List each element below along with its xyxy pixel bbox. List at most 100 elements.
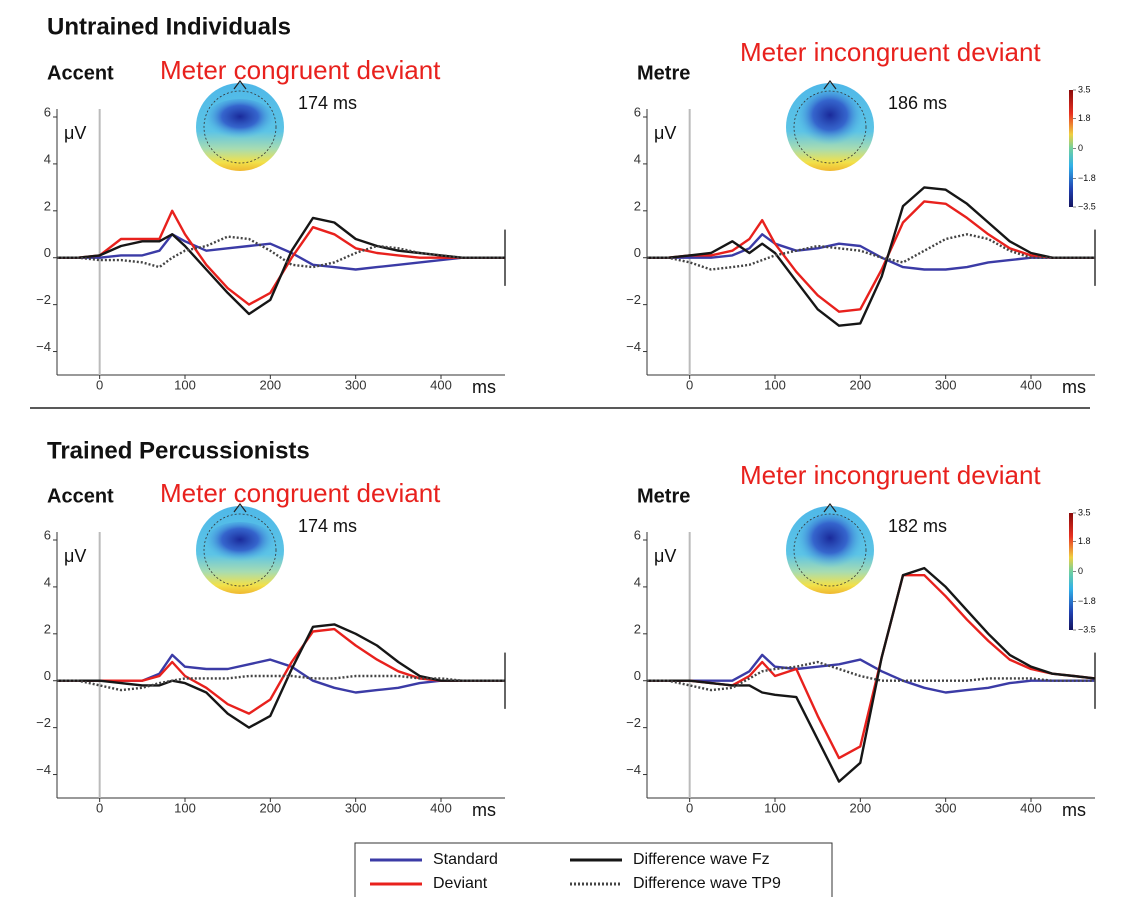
colorbar-tick-label: 0 — [1078, 566, 1083, 576]
series-line — [647, 186, 1095, 327]
y-tick-label: 0 — [634, 245, 641, 260]
colorbar-tick-label: −3.5 — [1078, 201, 1096, 211]
series-line — [647, 653, 1095, 694]
chart-title: Meter congruent deviant — [160, 55, 441, 85]
series-line — [57, 209, 505, 306]
x-tick-label: 200 — [849, 800, 871, 815]
legend-label: Difference wave TP9 — [633, 875, 781, 892]
latency-label: 174 ms — [298, 516, 357, 536]
panel-label: Metre — [637, 485, 690, 507]
section-title: Trained Percussionists — [47, 437, 310, 464]
topomap-core — [204, 99, 276, 143]
panel-label: Accent — [47, 485, 114, 507]
series-line — [647, 566, 1096, 783]
series-line — [647, 660, 1095, 692]
x-tick-label: 0 — [686, 800, 693, 815]
x-tick-label: 200 — [849, 377, 871, 392]
x-axis-label: ms — [472, 800, 496, 820]
y-tick-label: 0 — [634, 668, 641, 683]
series-line — [647, 233, 1095, 271]
topomap-outline — [793, 513, 867, 587]
y-tick-label: −4 — [36, 762, 51, 777]
series-line — [57, 233, 505, 271]
x-tick-label: 300 — [345, 800, 367, 815]
colorbar-tick-label: 1.8 — [1078, 113, 1091, 123]
x-axis-label: ms — [1062, 377, 1086, 397]
series-line — [57, 674, 505, 692]
colorbar-tick-label: −3.5 — [1078, 624, 1096, 634]
series-line — [57, 653, 505, 694]
colorbar — [1069, 90, 1073, 207]
x-tick-label: 0 — [686, 377, 693, 392]
y-tick-label: 6 — [44, 527, 51, 542]
y-tick-label: 0 — [44, 668, 51, 683]
topomap-core — [796, 514, 864, 574]
colorbar — [1069, 513, 1073, 630]
latency-label: 174 ms — [298, 93, 357, 113]
panel-label: Accent — [47, 62, 114, 84]
y-axis-label: μV — [654, 546, 676, 566]
x-tick-label: 400 — [430, 377, 452, 392]
y-axis-label: μV — [654, 123, 676, 143]
x-tick-label: 100 — [764, 377, 786, 392]
colorbar-tick-label: 1.8 — [1078, 536, 1091, 546]
chart-title: Meter incongruent deviant — [740, 37, 1041, 67]
topomap-core — [204, 522, 276, 566]
x-tick-label: 400 — [1020, 800, 1042, 815]
x-tick-label: 0 — [96, 800, 103, 815]
legend-label: Difference wave Fz — [633, 851, 770, 868]
x-tick-label: 400 — [1020, 377, 1042, 392]
topomap-core — [796, 91, 864, 151]
y-tick-label: 4 — [634, 151, 641, 166]
x-tick-label: 100 — [174, 800, 196, 815]
x-tick-label: 100 — [174, 377, 196, 392]
y-tick-label: 4 — [44, 574, 51, 589]
topomap-nose — [823, 503, 837, 513]
y-tick-label: −4 — [36, 339, 51, 354]
series-line — [57, 235, 505, 269]
y-tick-label: 2 — [634, 198, 641, 213]
y-tick-label: 2 — [634, 621, 641, 636]
x-tick-label: 200 — [259, 800, 281, 815]
colorbar-tick-label: 3.5 — [1078, 507, 1091, 517]
topomap-nose — [233, 80, 247, 90]
y-tick-label: −2 — [36, 292, 51, 307]
legend: Standard Deviant Difference wave Fz Differe… — [354, 842, 833, 897]
series-line — [57, 623, 505, 729]
colorbar-tick-label: −1.8 — [1078, 596, 1096, 606]
x-tick-label: 100 — [764, 800, 786, 815]
y-tick-label: −4 — [626, 762, 641, 777]
y-tick-label: 6 — [634, 527, 641, 542]
y-tick-label: −2 — [626, 715, 641, 730]
y-axis-label: μV — [64, 123, 86, 143]
x-tick-label: 300 — [345, 377, 367, 392]
x-axis-label: ms — [472, 377, 496, 397]
topomap-outline — [203, 90, 277, 164]
latency-label: 186 ms — [888, 93, 947, 113]
y-tick-label: −2 — [626, 292, 641, 307]
topomap-outline — [203, 513, 277, 587]
latency-label: 182 ms — [888, 516, 947, 536]
y-tick-label: 4 — [634, 574, 641, 589]
colorbar-tick-label: −1.8 — [1078, 173, 1096, 183]
y-tick-label: 2 — [44, 621, 51, 636]
y-tick-label: 6 — [44, 104, 51, 119]
y-tick-label: −2 — [36, 715, 51, 730]
chart-title: Meter congruent deviant — [160, 478, 441, 508]
x-tick-label: 200 — [259, 377, 281, 392]
topomap-nose — [233, 503, 247, 513]
y-tick-label: 0 — [44, 245, 51, 260]
section-title: Untrained Individuals — [47, 13, 291, 40]
panel-label: Metre — [637, 62, 690, 84]
series-line — [57, 627, 505, 715]
x-tick-label: 300 — [935, 800, 957, 815]
x-tick-label: 0 — [96, 377, 103, 392]
y-tick-label: 6 — [634, 104, 641, 119]
x-tick-label: 300 — [935, 377, 957, 392]
y-axis-label: μV — [64, 546, 86, 566]
colorbar-tick-label: 0 — [1078, 143, 1083, 153]
series-line — [57, 216, 505, 316]
colorbar-tick-label: 3.5 — [1078, 84, 1091, 94]
y-tick-label: 2 — [44, 198, 51, 213]
